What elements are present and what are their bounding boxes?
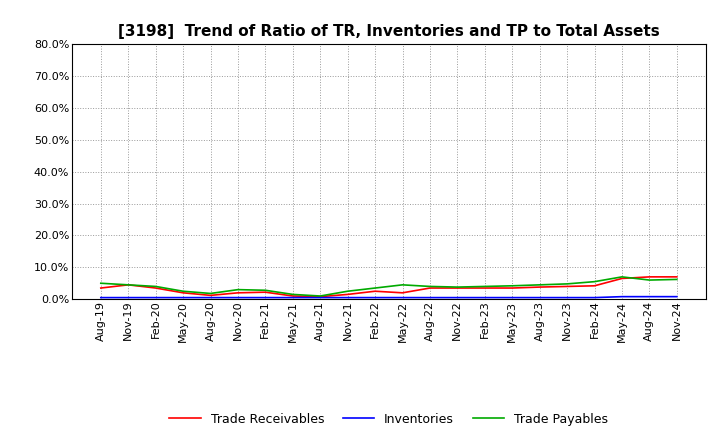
- Trade Receivables: [261, 290, 270, 295]
- Line: Trade Receivables: Trade Receivables: [101, 277, 677, 297]
- Inventories: [316, 295, 325, 300]
- Trade Receivables: [343, 292, 352, 297]
- Trade Payables: [371, 286, 379, 291]
- Inventories: [480, 295, 489, 300]
- Inventories: [124, 295, 132, 300]
- Trade Payables: [343, 289, 352, 294]
- Inventories: [618, 294, 626, 299]
- Trade Payables: [124, 282, 132, 287]
- Trade Receivables: [124, 282, 132, 287]
- Trade Receivables: [480, 286, 489, 291]
- Trade Payables: [179, 289, 187, 294]
- Trade Payables: [453, 284, 462, 290]
- Trade Receivables: [398, 290, 407, 296]
- Trade Payables: [618, 274, 626, 279]
- Inventories: [536, 295, 544, 300]
- Trade Receivables: [96, 286, 105, 291]
- Inventories: [508, 295, 516, 300]
- Trade Receivables: [151, 286, 160, 291]
- Trade Payables: [289, 292, 297, 297]
- Inventories: [96, 295, 105, 300]
- Trade Payables: [508, 283, 516, 289]
- Line: Trade Payables: Trade Payables: [101, 277, 677, 296]
- Trade Receivables: [590, 283, 599, 289]
- Trade Receivables: [371, 289, 379, 294]
- Trade Payables: [536, 282, 544, 287]
- Trade Receivables: [618, 276, 626, 281]
- Trade Receivables: [453, 286, 462, 291]
- Trade Receivables: [645, 274, 654, 279]
- Inventories: [206, 295, 215, 300]
- Trade Payables: [261, 288, 270, 293]
- Inventories: [371, 295, 379, 300]
- Trade Receivables: [426, 286, 434, 291]
- Inventories: [453, 295, 462, 300]
- Trade Receivables: [536, 284, 544, 290]
- Inventories: [563, 295, 572, 300]
- Trade Payables: [645, 278, 654, 283]
- Inventories: [233, 295, 242, 300]
- Trade Payables: [233, 287, 242, 292]
- Inventories: [151, 295, 160, 300]
- Trade Receivables: [289, 293, 297, 299]
- Trade Receivables: [316, 294, 325, 299]
- Trade Payables: [206, 291, 215, 296]
- Trade Payables: [672, 277, 681, 282]
- Trade Payables: [398, 282, 407, 287]
- Trade Payables: [480, 284, 489, 289]
- Trade Receivables: [233, 290, 242, 296]
- Trade Payables: [590, 279, 599, 284]
- Trade Payables: [563, 281, 572, 286]
- Trade Receivables: [672, 274, 681, 279]
- Trade Receivables: [563, 284, 572, 289]
- Legend: Trade Receivables, Inventories, Trade Payables: Trade Receivables, Inventories, Trade Pa…: [169, 413, 608, 425]
- Inventories: [426, 295, 434, 300]
- Inventories: [645, 294, 654, 299]
- Inventories: [261, 295, 270, 300]
- Trade Payables: [426, 284, 434, 289]
- Inventories: [672, 294, 681, 299]
- Trade Receivables: [508, 286, 516, 291]
- Trade Payables: [96, 281, 105, 286]
- Inventories: [590, 295, 599, 300]
- Trade Payables: [316, 293, 325, 299]
- Title: [3198]  Trend of Ratio of TR, Inventories and TP to Total Assets: [3198] Trend of Ratio of TR, Inventories…: [118, 24, 660, 39]
- Trade Receivables: [206, 293, 215, 298]
- Inventories: [289, 295, 297, 300]
- Inventories: [398, 295, 407, 300]
- Trade Payables: [151, 284, 160, 289]
- Trade Receivables: [179, 290, 187, 296]
- Inventories: [343, 295, 352, 300]
- Inventories: [179, 295, 187, 300]
